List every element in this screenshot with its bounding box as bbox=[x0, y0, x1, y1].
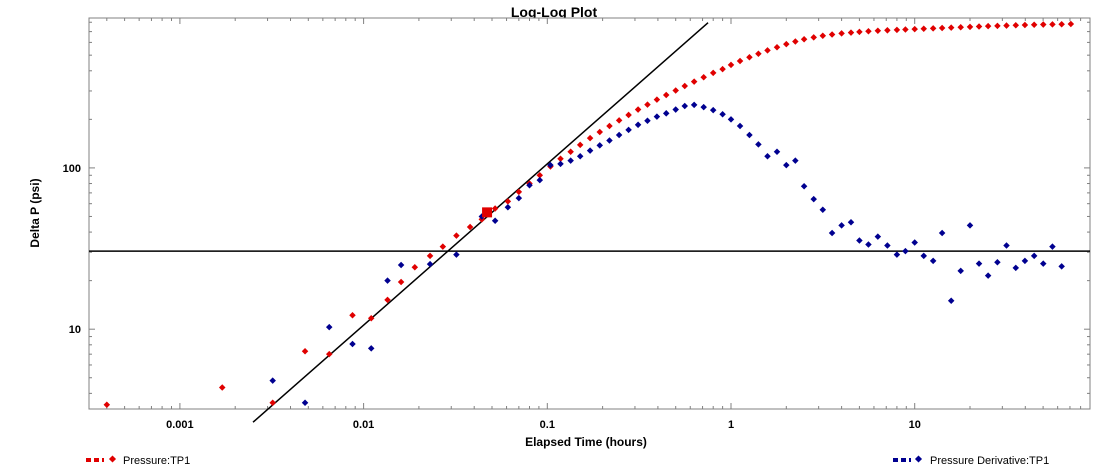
pressure-point bbox=[466, 223, 474, 231]
pressure-point bbox=[397, 278, 405, 286]
derivative-point bbox=[828, 229, 836, 237]
legend-derivative-label: Pressure Derivative:TP1 bbox=[930, 455, 1049, 467]
derivative-point bbox=[426, 260, 434, 268]
derivative-point bbox=[792, 157, 799, 164]
pressure-point bbox=[411, 264, 419, 271]
derivative-point bbox=[800, 182, 808, 190]
derivative-point bbox=[576, 153, 584, 160]
derivative-point bbox=[847, 219, 855, 226]
x-tick-label: 0.01 bbox=[353, 419, 374, 431]
derivative-point bbox=[491, 217, 499, 225]
derivative-point bbox=[773, 148, 781, 155]
derivative-point bbox=[838, 222, 845, 229]
x-axis: 0.001 0.01 0.1 1 10 bbox=[106, 18, 1091, 431]
derivative-point bbox=[957, 267, 964, 275]
pressure-point bbox=[453, 232, 460, 239]
derivative-point bbox=[1021, 257, 1029, 265]
pressure-point bbox=[384, 296, 391, 304]
pressure-point bbox=[515, 188, 523, 196]
legend-pressure: Pressure:TP1 bbox=[86, 455, 190, 467]
pressure-point bbox=[557, 155, 564, 162]
x-tick-label: 0.001 bbox=[166, 419, 194, 431]
derivative-point bbox=[615, 131, 623, 139]
pressure-point bbox=[301, 347, 309, 355]
pressure-point bbox=[567, 148, 574, 155]
derivative-point bbox=[810, 195, 817, 203]
derivative-point bbox=[526, 182, 533, 189]
pressure-point bbox=[586, 134, 594, 142]
derivative-point bbox=[515, 194, 523, 202]
x-tick-label: 10 bbox=[909, 419, 921, 431]
pressure-point bbox=[491, 205, 499, 212]
legend-pressure-label: Pressure:TP1 bbox=[123, 455, 190, 467]
derivative-point bbox=[301, 399, 309, 406]
derivative-point bbox=[586, 147, 594, 154]
pressure-point bbox=[439, 243, 447, 250]
derivative-point bbox=[1012, 264, 1020, 272]
derivative-point bbox=[865, 241, 872, 248]
derivative-point bbox=[938, 229, 946, 237]
x-tick-label: 0.1 bbox=[540, 419, 555, 431]
legend-derivative-marker bbox=[914, 455, 923, 463]
derivative-point bbox=[349, 340, 356, 348]
derivative-point bbox=[746, 131, 753, 139]
derivative-point bbox=[367, 345, 375, 352]
pressure-point bbox=[325, 350, 333, 358]
derivative-point bbox=[384, 277, 391, 284]
derivative-point bbox=[625, 126, 632, 134]
pressure-point bbox=[709, 69, 717, 77]
derivative-point bbox=[397, 261, 405, 269]
derivative-point bbox=[966, 222, 974, 229]
derivative-point bbox=[719, 111, 726, 118]
pressure-point bbox=[606, 122, 613, 130]
derivative-point bbox=[975, 260, 983, 267]
derivative-point bbox=[764, 153, 771, 160]
derivative-point bbox=[736, 122, 744, 130]
derivative-point bbox=[567, 157, 574, 164]
legend-pressure-marker bbox=[108, 455, 117, 463]
derivative-point bbox=[856, 237, 863, 244]
derivative-point bbox=[884, 242, 891, 249]
derivative-point bbox=[269, 377, 276, 384]
derivative-point bbox=[929, 257, 937, 265]
selected-point-marker[interactable] bbox=[482, 207, 493, 218]
y-axis-label: Delta P (psi) bbox=[28, 178, 42, 247]
pressure-point bbox=[596, 128, 604, 136]
plot-area bbox=[88, 17, 1091, 410]
y-axis: 10 100 bbox=[63, 21, 1090, 394]
derivative-point bbox=[947, 297, 955, 305]
derivative-point bbox=[700, 103, 707, 111]
pressure-point bbox=[504, 198, 512, 205]
derivative-point bbox=[606, 137, 613, 144]
derivative-point bbox=[504, 204, 512, 211]
x-tick-label: 1 bbox=[728, 419, 734, 431]
derivative-point bbox=[902, 247, 909, 255]
x-axis-label: Elapsed Time (hours) bbox=[525, 435, 647, 449]
pressure-point bbox=[719, 65, 726, 73]
derivative-point bbox=[596, 142, 604, 149]
y-tick-label: 10 bbox=[69, 324, 81, 336]
y-tick-label: 100 bbox=[63, 163, 81, 175]
legend-derivative: Pressure Derivative:TP1 bbox=[893, 455, 1049, 467]
derivative-point bbox=[984, 272, 992, 279]
derivative-point bbox=[755, 141, 762, 148]
derivative-point bbox=[453, 251, 460, 258]
pressure-point bbox=[426, 252, 434, 260]
derivative-point bbox=[893, 251, 901, 258]
pressure-point bbox=[349, 312, 356, 319]
derivative-point bbox=[819, 206, 827, 214]
pressure-point bbox=[269, 399, 276, 406]
derivative-point bbox=[920, 252, 927, 260]
chart-title: Log-Log Plot bbox=[511, 4, 598, 20]
derivative-point bbox=[557, 160, 564, 168]
pressure-point bbox=[576, 141, 584, 149]
derivative-point bbox=[994, 259, 1001, 266]
pressure-point bbox=[367, 314, 375, 322]
derivative-point bbox=[325, 323, 333, 331]
derivative-point bbox=[783, 161, 790, 169]
pressure-point bbox=[218, 384, 226, 391]
